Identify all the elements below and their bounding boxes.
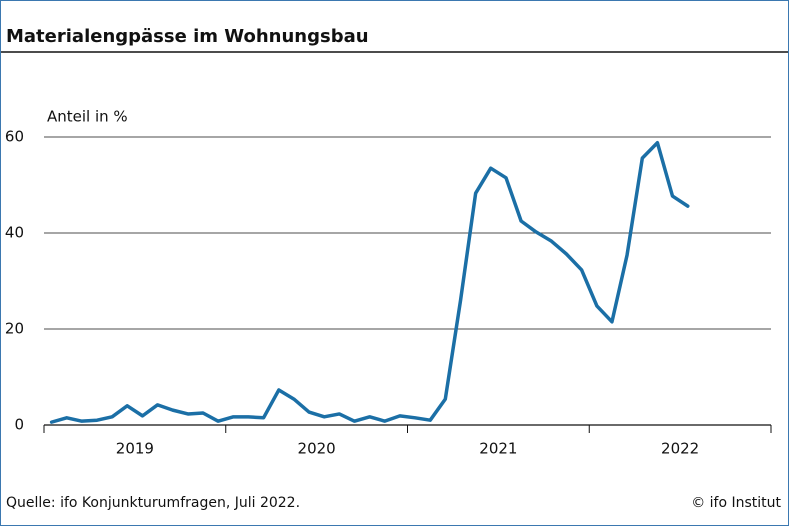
x-tick-label: 2019 bbox=[116, 440, 154, 458]
source: Quelle: ifo Konjunkturumfragen, Juli 202… bbox=[6, 495, 300, 511]
data-line bbox=[49, 141, 690, 424]
y-tick-label: 40 bbox=[5, 224, 24, 242]
credit: © ifo Institut bbox=[691, 495, 781, 511]
y-tick-label: 0 bbox=[14, 416, 24, 434]
x-tick-label: 2022 bbox=[661, 440, 699, 458]
y-tick-label: 60 bbox=[5, 128, 24, 146]
chart-title: Materialengpässe im Wohnungsbau bbox=[6, 26, 369, 47]
x-tick-label: 2021 bbox=[479, 440, 517, 458]
y-axis-label: Anteil in % bbox=[47, 108, 128, 126]
x-tick-label: 2020 bbox=[298, 440, 336, 458]
y-tick-label: 20 bbox=[5, 320, 24, 338]
